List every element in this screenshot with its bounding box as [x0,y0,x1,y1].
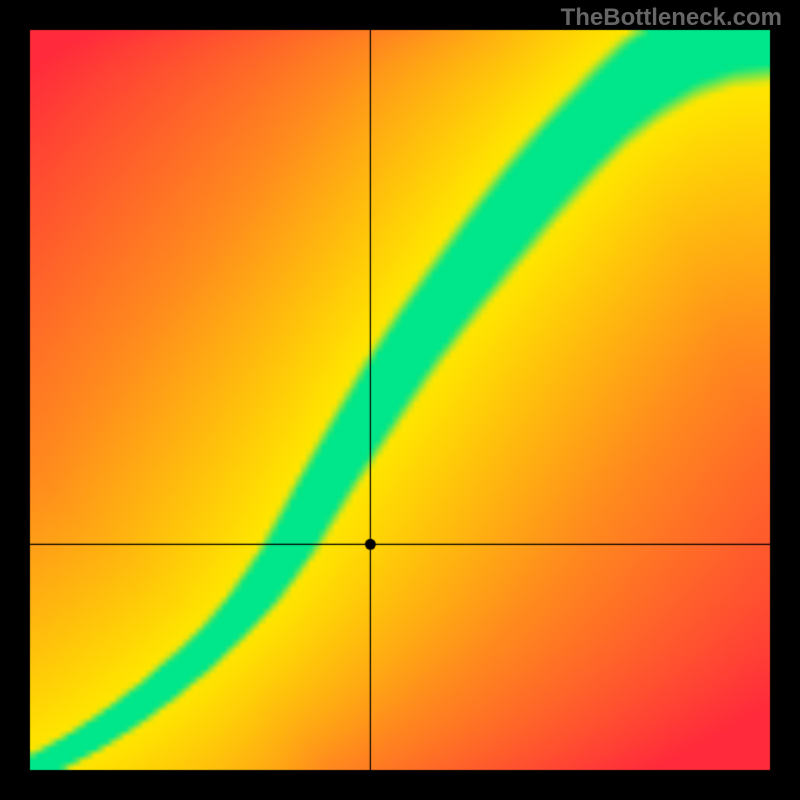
chart-frame [0,0,800,800]
bottleneck-heatmap-canvas [0,0,800,800]
watermark-text: TheBottleneck.com [561,4,782,32]
